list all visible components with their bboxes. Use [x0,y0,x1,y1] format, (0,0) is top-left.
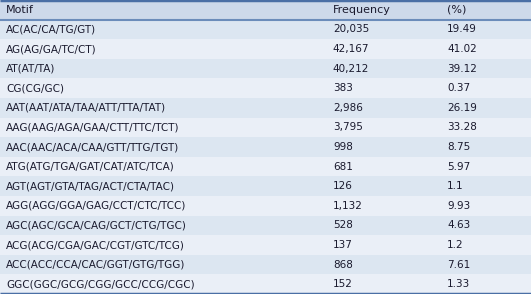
Bar [327,98,441,118]
Text: 20,035: 20,035 [333,24,369,34]
Bar [441,0,531,20]
Bar [0,216,327,235]
Bar [327,118,441,137]
Text: 8.75: 8.75 [447,142,470,152]
Text: 868: 868 [333,260,353,270]
Bar [327,0,441,20]
Bar [441,157,531,176]
Bar [0,176,327,196]
Bar [0,0,327,20]
Bar [327,39,441,59]
Bar [0,196,327,216]
Text: 383: 383 [333,83,353,93]
Text: 3,795: 3,795 [333,122,363,132]
Bar [327,255,441,274]
Bar [0,157,327,176]
Text: CG(CG/GC): CG(CG/GC) [6,83,64,93]
Text: 9.93: 9.93 [447,201,470,211]
Text: 33.28: 33.28 [447,122,477,132]
Bar [327,235,441,255]
Bar [327,59,441,78]
Bar [441,216,531,235]
Text: ACC(ACC/CCA/CAC/GGT/GTG/TGG): ACC(ACC/CCA/CAC/GGT/GTG/TGG) [6,260,186,270]
Bar [327,196,441,216]
Text: 152: 152 [333,279,353,289]
Text: AGG(AGG/GGA/GAG/CCT/CTC/TCC): AGG(AGG/GGA/GAG/CCT/CTC/TCC) [6,201,187,211]
Text: 0.37: 0.37 [447,83,470,93]
Bar [327,20,441,39]
Text: ATG(ATG/TGA/GAT/CAT/ATC/TCA): ATG(ATG/TGA/GAT/CAT/ATC/TCA) [6,162,175,172]
Bar [0,235,327,255]
Text: AC(AC/CA/TG/GT): AC(AC/CA/TG/GT) [6,24,97,34]
Text: 5.97: 5.97 [447,162,470,172]
Bar [327,78,441,98]
Bar [441,118,531,137]
Text: AAG(AAG/AGA/GAA/CTT/TTC/TCT): AAG(AAG/AGA/GAA/CTT/TTC/TCT) [6,122,180,132]
Bar [0,274,327,294]
Bar [441,196,531,216]
Text: 7.61: 7.61 [447,260,470,270]
Text: 1.33: 1.33 [447,279,470,289]
Text: AAT(AAT/ATA/TAA/ATT/TTA/TAT): AAT(AAT/ATA/TAA/ATT/TTA/TAT) [6,103,167,113]
Text: 42,167: 42,167 [333,44,370,54]
Bar [0,78,327,98]
Bar [0,255,327,274]
Bar [441,137,531,157]
Text: 4.63: 4.63 [447,220,470,230]
Bar [441,235,531,255]
Text: 681: 681 [333,162,353,172]
Bar [327,274,441,294]
Bar [327,137,441,157]
Bar [0,39,327,59]
Text: 1.2: 1.2 [447,240,464,250]
Text: ACG(ACG/CGA/GAC/CGT/GTC/TCG): ACG(ACG/CGA/GAC/CGT/GTC/TCG) [6,240,185,250]
Bar [327,176,441,196]
Text: GGC(GGC/GCG/CGG/GCC/CCG/CGC): GGC(GGC/GCG/CGG/GCC/CCG/CGC) [6,279,195,289]
Text: AG(AG/GA/TC/CT): AG(AG/GA/TC/CT) [6,44,97,54]
Text: 1,132: 1,132 [333,201,363,211]
Text: AAC(AAC/ACA/CAA/GTT/TTG/TGT): AAC(AAC/ACA/CAA/GTT/TTG/TGT) [6,142,179,152]
Bar [441,78,531,98]
Bar [441,274,531,294]
Text: 137: 137 [333,240,353,250]
Text: (%): (%) [447,5,466,15]
Text: 2,986: 2,986 [333,103,363,113]
Bar [441,20,531,39]
Bar [327,157,441,176]
Text: Frequency: Frequency [333,5,391,15]
Bar [0,98,327,118]
Text: 40,212: 40,212 [333,64,370,74]
Text: AGC(AGC/GCA/CAG/GCT/CTG/TGC): AGC(AGC/GCA/CAG/GCT/CTG/TGC) [6,220,187,230]
Text: Motif: Motif [6,5,34,15]
Bar [0,137,327,157]
Bar [0,20,327,39]
Bar [441,39,531,59]
Text: 126: 126 [333,181,353,191]
Bar [0,118,327,137]
Bar [441,98,531,118]
Bar [441,255,531,274]
Text: 1.1: 1.1 [447,181,464,191]
Text: 39.12: 39.12 [447,64,477,74]
Text: AGT(AGT/GTA/TAG/ACT/CTA/TAC): AGT(AGT/GTA/TAG/ACT/CTA/TAC) [6,181,175,191]
Text: 998: 998 [333,142,353,152]
Bar [327,216,441,235]
Text: 26.19: 26.19 [447,103,477,113]
Text: 19.49: 19.49 [447,24,477,34]
Bar [441,59,531,78]
Bar [0,59,327,78]
Text: 528: 528 [333,220,353,230]
Text: 41.02: 41.02 [447,44,477,54]
Bar [441,176,531,196]
Text: AT(AT/TA): AT(AT/TA) [6,64,56,74]
